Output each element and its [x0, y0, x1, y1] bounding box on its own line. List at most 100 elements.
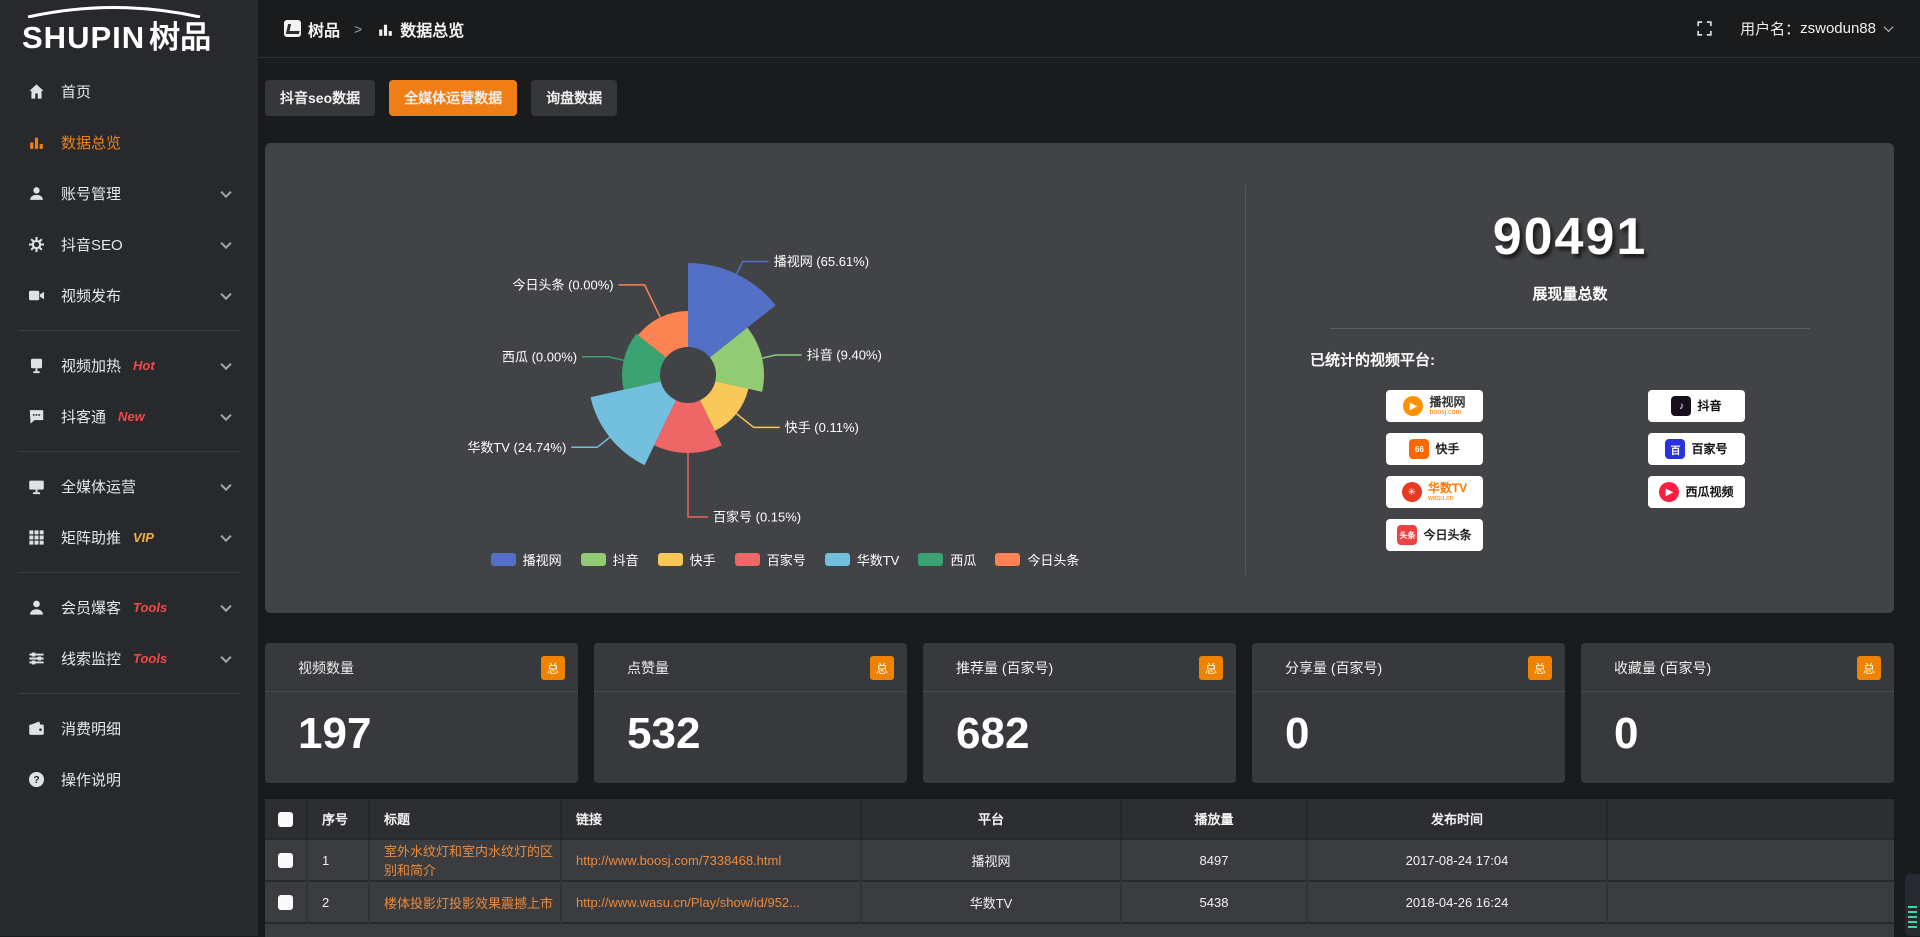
floating-widget-stripes: [1908, 906, 1917, 930]
total-badge: 总: [541, 656, 565, 680]
tab-抖音seo数据[interactable]: 抖音seo数据: [265, 80, 375, 116]
badge-name: 华数TV: [1428, 482, 1467, 495]
badge-name: 百家号: [1691, 443, 1727, 456]
legend-item-播视网[interactable]: 播视网: [491, 550, 562, 569]
fullscreen-icon[interactable]: [1695, 19, 1714, 38]
chevron-down-icon: [220, 530, 231, 541]
column-header-filler: [1607, 799, 1894, 839]
chevron-down-icon: [1884, 22, 1894, 32]
legend-label: 播视网: [523, 550, 562, 569]
pie-label: 百家号 (0.15%): [713, 510, 801, 525]
pie-label-line: [762, 355, 802, 358]
sidebar-item-数据总览[interactable]: 数据总览: [0, 117, 258, 168]
stat-card-label: 分享量 (百家号): [1285, 658, 1382, 678]
pie-label: 快手 (0.11%): [785, 420, 859, 435]
sidebar-item-操作说明[interactable]: ?操作说明: [0, 754, 258, 805]
chevron-down-icon: [220, 186, 231, 197]
stat-card-label: 收藏量 (百家号): [1614, 658, 1711, 678]
username-label: 用户名：: [1740, 18, 1800, 39]
badge-name: 今日头条: [1423, 529, 1471, 542]
legend-item-今日头条[interactable]: 今日头条: [995, 550, 1079, 569]
topbar: 树品 > 数据总览 用户名： zswodun88: [258, 0, 1920, 58]
pie-label: 华数TV (24.74%): [467, 440, 566, 455]
stat-card-value: 682: [923, 692, 1236, 759]
legend-item-百家号[interactable]: 百家号: [735, 550, 806, 569]
breadcrumb-current[interactable]: 数据总览: [400, 17, 464, 41]
pie-label: 播视网 (65.61%): [774, 254, 869, 269]
legend-chip: [581, 553, 606, 566]
table-header-row: 序号标题链接平台播放量发布时间: [265, 799, 1894, 839]
stat-card-value: 197: [265, 692, 578, 759]
column-header-发布时间: 发布时间: [1307, 799, 1607, 839]
pie-chart-svg: 播视网 (65.61%) 抖音 (9.40%) 快手 (0.11%) 百家号 (0.1…: [265, 143, 1245, 613]
column-header-播放量: 播放量: [1121, 799, 1307, 839]
column-header-序号: 序号: [307, 799, 369, 839]
legend-label: 西瓜: [950, 550, 976, 569]
pie-chart: 播视网 (65.61%) 抖音 (9.40%) 快手 (0.11%) 百家号 (0.1…: [265, 143, 1245, 613]
user-icon: [27, 184, 46, 203]
cell-index: 2: [307, 881, 369, 923]
impressions-total: 90491: [1246, 207, 1894, 267]
total-badge: 总: [1857, 656, 1881, 680]
video-icon: [27, 286, 46, 305]
sidebar-item-账号管理[interactable]: 账号管理: [0, 168, 258, 219]
badge-texts: 百家号: [1691, 443, 1727, 456]
menu-divider: [18, 330, 240, 331]
legend-item-抖音[interactable]: 抖音: [581, 550, 639, 569]
row-checkbox[interactable]: [278, 853, 293, 868]
row-checkbox[interactable]: [278, 895, 293, 910]
select-all-checkbox[interactable]: [278, 812, 293, 827]
video-title-link[interactable]: 楼体投影灯投影效果震撼上市: [384, 896, 553, 911]
stat-card-header: 推荐量 (百家号)总: [923, 643, 1236, 692]
pie-slice-华数TV[interactable]: [591, 381, 676, 465]
pie-label: 抖音 (9.40%): [807, 348, 882, 363]
monitor-icon: [27, 477, 46, 496]
legend-chip: [918, 553, 943, 566]
sidebar-item-label: 数据总览: [61, 132, 121, 153]
tab-全媒体运营数据[interactable]: 全媒体运营数据: [389, 80, 517, 116]
user-menu[interactable]: 用户名： zswodun88: [1740, 18, 1892, 39]
video-url-link[interactable]: http://www.boosj.com/7338468.html: [576, 853, 781, 868]
legend-item-华数TV[interactable]: 华数TV: [825, 550, 900, 569]
video-url-link[interactable]: http://www.wasu.cn/Play/show/id/952...: [576, 895, 800, 910]
chart-icon: [376, 20, 393, 37]
grid-icon: [27, 528, 46, 547]
breadcrumb-root[interactable]: 树品: [308, 17, 340, 41]
tab-询盘数据[interactable]: 询盘数据: [531, 80, 617, 116]
legend-item-西瓜[interactable]: 西瓜: [918, 550, 976, 569]
column-header-平台: 平台: [861, 799, 1121, 839]
sidebar-item-视频发布[interactable]: 视频发布: [0, 270, 258, 321]
gear-icon: [27, 235, 46, 254]
chevron-down-icon: [220, 288, 231, 299]
floating-widget[interactable]: [1905, 874, 1920, 936]
help-icon: ?: [27, 770, 46, 789]
total-badge: 总: [1199, 656, 1223, 680]
sidebar-item-首页[interactable]: 首页: [0, 66, 258, 117]
sidebar-item-label: 视频发布: [61, 285, 121, 306]
sidebar-item-全媒体运营[interactable]: 全媒体运营: [0, 461, 258, 512]
sidebar-item-抖音SEO[interactable]: 抖音SEO: [0, 219, 258, 270]
partial-row-cell: [265, 923, 1894, 937]
table-row: 2 楼体投影灯投影效果震撼上市 http://www.wasu.cn/Play/sh…: [265, 881, 1894, 923]
sidebar-item-消费明细[interactable]: 消费明细: [0, 703, 258, 754]
cell-time: 2017-08-24 17:04: [1307, 839, 1607, 881]
menu-divider: [18, 693, 240, 694]
main-content: 抖音seo数据全媒体运营数据询盘数据 播视网 (65.61%) 抖音 (9.40%…: [265, 58, 1894, 937]
badge-texts: 西瓜视频: [1685, 486, 1733, 499]
video-title-link[interactable]: 室外水纹灯和室内水纹灯的区别和简介: [384, 844, 553, 878]
legend-label: 抖音: [613, 550, 639, 569]
legend-item-快手[interactable]: 快手: [658, 550, 716, 569]
今日头条-logo-icon: 头条: [1397, 525, 1417, 545]
